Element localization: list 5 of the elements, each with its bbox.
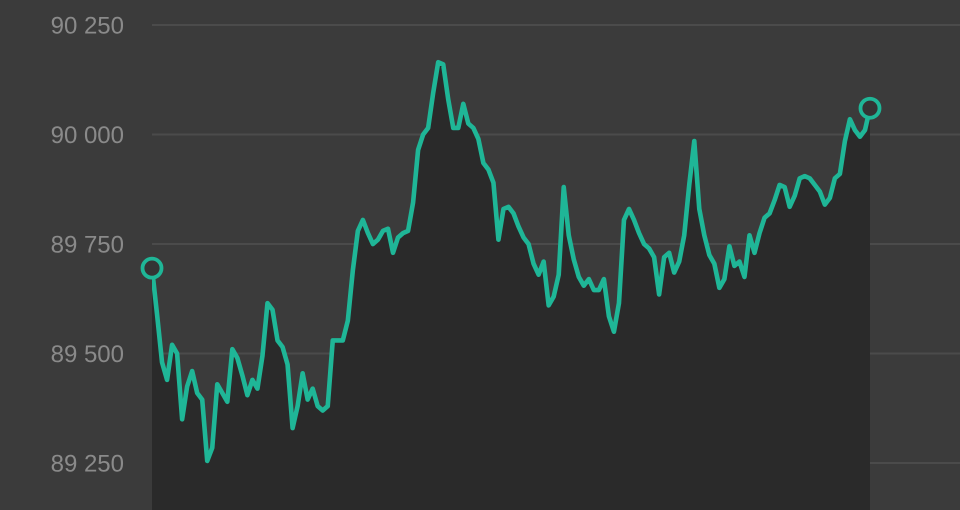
y-tick-label: 90 000 [50,122,124,149]
y-tick-label: 89 750 [50,231,124,258]
y-tick-label: 89 250 [50,450,124,478]
y-tick-label: 89 500 [50,340,124,368]
y-tick-label: 90 250 [50,12,124,40]
